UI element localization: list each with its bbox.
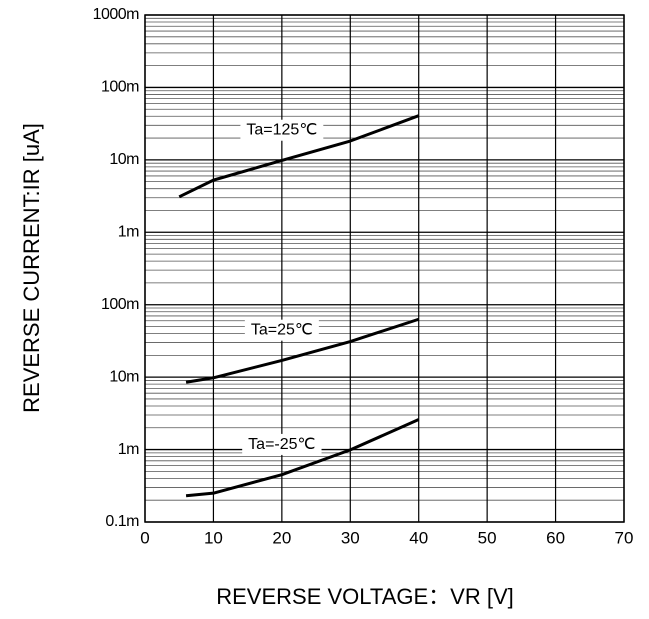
y-tick-label: 1m: [118, 224, 139, 241]
y-tick-label: 1m: [118, 441, 139, 458]
series-label: Ta=125℃: [246, 122, 317, 139]
y-tick-label: 100m: [101, 79, 139, 96]
x-tick-label: 50: [478, 528, 497, 547]
y-tick-label: 10m: [109, 368, 139, 385]
x-tick-label: 10: [204, 528, 223, 547]
grid: [144, 14, 625, 523]
series-line: [178, 114, 420, 199]
series-label: Ta=25℃: [251, 322, 313, 339]
x-tick-label: 30: [341, 528, 360, 547]
x-tick-label: 0: [140, 528, 149, 547]
series-line: [185, 317, 420, 384]
y-tick-label: 0.1m: [105, 513, 139, 530]
x-tick-label: 70: [615, 528, 634, 547]
y-tick-label: 100m: [101, 296, 139, 313]
y-tick-label: 10m: [109, 151, 139, 168]
series-label-box: [244, 319, 319, 341]
x-tick-label: 20: [272, 528, 291, 547]
series-label: Ta=-25℃: [248, 436, 315, 453]
series-label-box: [242, 433, 322, 455]
x-tick-label: 40: [409, 528, 428, 547]
x-axis-label: REVERSE VOLTAGE：VR [V]: [216, 584, 513, 609]
plot-frame: [144, 14, 625, 523]
series-label-box: [240, 119, 324, 141]
y-tick-label: 1000m: [93, 6, 140, 23]
x-tick-label: 60: [546, 528, 565, 547]
y-axis-label: REVERSE CURRENT:IR [uA]: [19, 123, 44, 413]
series-line: [185, 418, 420, 498]
